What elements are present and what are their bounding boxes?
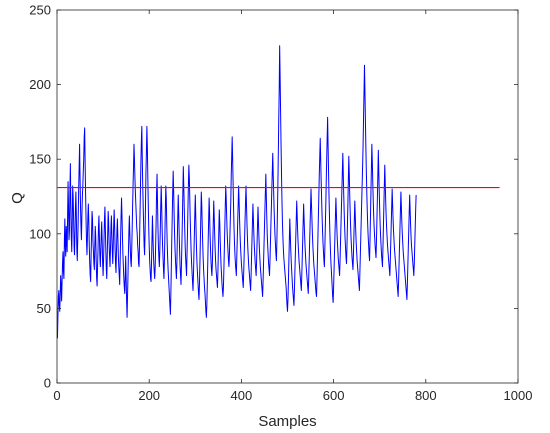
plot-area xyxy=(56,9,519,384)
x-tick-label: 0 xyxy=(53,388,60,403)
series-line-q xyxy=(56,45,417,339)
x-tick-label: 400 xyxy=(231,388,253,403)
x-axis-label: Samples xyxy=(258,413,316,430)
y-axis-label: Q xyxy=(9,192,26,204)
y-tick-label: 200 xyxy=(29,77,51,92)
y-tick-label: 250 xyxy=(29,3,51,18)
series-group xyxy=(56,45,500,339)
x-tick-label: 1000 xyxy=(504,388,533,403)
y-tick-label: 50 xyxy=(37,301,51,316)
y-tick-label: 100 xyxy=(29,226,51,241)
axes-box xyxy=(56,9,519,384)
axis-ticks: 0 200 400 600 800 1000 0 50 100 150 200 250 xyxy=(29,3,532,404)
x-tick-label: 600 xyxy=(323,388,345,403)
x-tick-label: 800 xyxy=(415,388,437,403)
y-tick-label: 150 xyxy=(29,152,51,167)
x-tick-label: 200 xyxy=(138,388,160,403)
y-tick-label: 0 xyxy=(44,376,51,391)
